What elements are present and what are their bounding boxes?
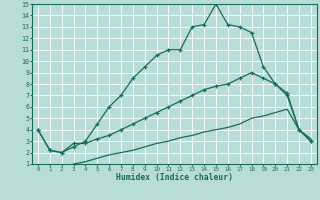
X-axis label: Humidex (Indice chaleur): Humidex (Indice chaleur) [116,173,233,182]
